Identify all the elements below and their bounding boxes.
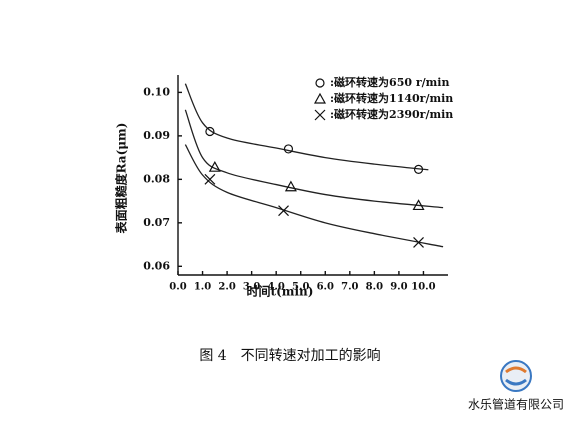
data-point [204, 173, 216, 185]
data-point [208, 160, 221, 172]
y-tick-label: 0.09 [143, 129, 170, 142]
y-tick-label: 0.10 [143, 85, 170, 98]
legend-label: :磁环转速为2390r/min [330, 107, 453, 121]
fit-curve [184, 109, 444, 209]
x-tick-label: 0.0 [169, 282, 186, 293]
x-tick-label: 6.0 [317, 282, 334, 293]
legend-marker [314, 109, 326, 121]
y-tick-label: 0.08 [143, 172, 170, 185]
x-tick-label: 1.0 [194, 282, 211, 293]
x-tick-label: 8.0 [366, 282, 383, 293]
fit-curve [184, 144, 444, 248]
data-point [278, 205, 289, 217]
x-tick-label: 4.0 [267, 282, 284, 293]
watermark: 水乐管道有限公司 [468, 397, 564, 412]
x-axis-label: 时间t(min) [247, 284, 314, 299]
data-point [412, 199, 425, 211]
x-tick-label: 7.0 [341, 282, 358, 293]
fit-curve [184, 83, 429, 171]
y-tick-label: 0.07 [143, 216, 170, 229]
x-tick-label: 3.0 [243, 282, 260, 293]
data-point [413, 164, 424, 174]
y-tick-label: 0.06 [143, 259, 170, 272]
y-axis-label: 表面粗糙度Ra(μm) [114, 123, 129, 235]
x-tick-label: 9.0 [390, 282, 407, 293]
legend-label: :磁环转速为650 r/min [330, 75, 449, 89]
data-point [284, 180, 297, 192]
caption: 图 4 不同转速对加工的影响 [199, 348, 380, 364]
x-tick-label: 5.0 [292, 282, 309, 293]
x-tick-label: 10.0 [411, 282, 435, 293]
legend-label: :磁环转速为1140r/min [330, 91, 453, 105]
legend-marker [315, 78, 325, 88]
data-point [413, 236, 424, 248]
logo [500, 360, 532, 392]
data-point [283, 144, 294, 154]
legend-marker [313, 92, 327, 104]
x-tick-label: 2.0 [218, 282, 235, 293]
data-point [205, 126, 215, 137]
